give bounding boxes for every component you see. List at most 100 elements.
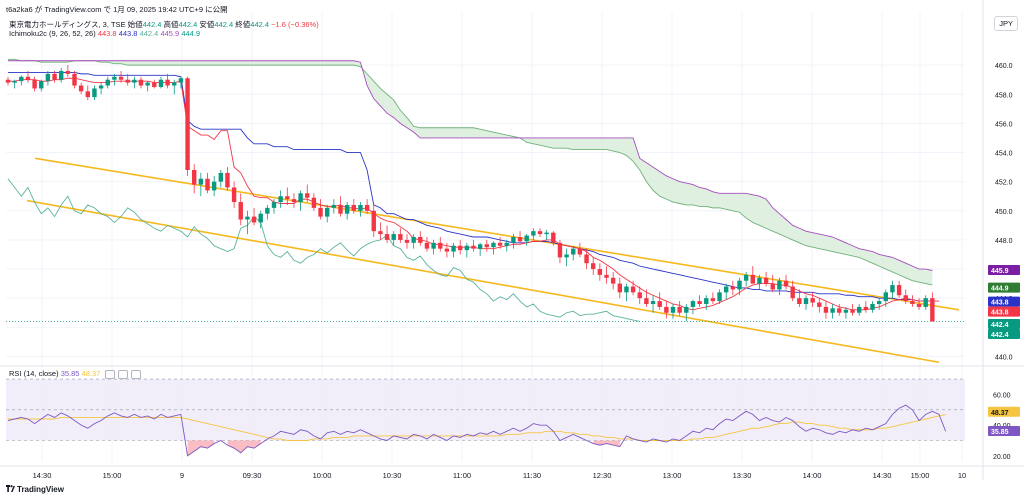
candle-body (857, 306, 862, 313)
candle-body (916, 304, 922, 307)
price-label-bg (988, 282, 1020, 293)
candle-body (790, 286, 795, 299)
kijun-sen-line (8, 71, 933, 302)
candle-body (724, 286, 729, 293)
candle-body (265, 207, 270, 214)
candle-body (484, 244, 489, 248)
candles (5, 65, 935, 322)
visibility-icon[interactable] (105, 369, 116, 379)
rsi-label-text: 35.85 (991, 429, 1009, 436)
rsi-oversold-fill (227, 440, 261, 453)
candle-body (198, 178, 204, 185)
price-label-text: 444.9 (991, 286, 1009, 293)
time-tick-label: 10:00 (313, 471, 332, 480)
candle-body (750, 274, 755, 284)
price-label-bg (988, 306, 1020, 317)
low-value: 442.4 (214, 20, 234, 29)
high-value: 442.4 (178, 20, 198, 29)
more-icon[interactable] (131, 369, 142, 379)
candle-body (211, 181, 217, 191)
candle-body (757, 277, 762, 284)
candle-body (5, 79, 11, 83)
candle-body (597, 269, 603, 275)
candle-body (371, 210, 376, 232)
cloud-area (8, 59, 933, 286)
ichimoku-cloud (8, 58, 933, 286)
candle-body (850, 309, 855, 313)
time-tick-label: 15:00 (103, 471, 122, 480)
candle-body (98, 85, 104, 89)
rsi-line (7, 404, 947, 457)
candle-body (165, 79, 170, 86)
channel-line (34, 157, 960, 311)
candle-body (591, 263, 596, 270)
candle-body (817, 302, 822, 307)
candle-body (238, 202, 243, 220)
candle-body (271, 202, 277, 208)
price-label-bg (988, 318, 1020, 329)
price-label-text: 443.8 (991, 310, 1009, 317)
ichimoku-spanb-value: 445.9 (160, 29, 180, 38)
candle-body (245, 216, 250, 220)
candle-body (251, 216, 257, 223)
candle-body (384, 234, 390, 240)
candle-body (344, 204, 350, 214)
candle-body (325, 207, 330, 217)
rsi-legend[interactable]: RSI (14, close) 35.85 48.37 (9, 369, 142, 379)
candle-body (391, 234, 396, 240)
time-tick-label: 10:30 (383, 471, 402, 480)
candle-body (717, 292, 722, 302)
currency-badge[interactable]: JPY (994, 16, 1018, 31)
time-tick-label: 09:30 (243, 471, 262, 480)
ichimoku-kijun-value: 443.8 (118, 29, 138, 38)
time-tick-label: 14:00 (803, 471, 822, 480)
candle-body (923, 298, 928, 307)
candle-body (843, 309, 849, 313)
candle-body (411, 237, 416, 243)
candle-body (564, 254, 569, 258)
candle-body (105, 79, 110, 86)
ichimoku-legend[interactable]: Ichimoku2c (9, 26, 52, 26) 443.8 443.8 4… (9, 29, 200, 38)
candle-body (870, 304, 875, 310)
ichimoku-tenkan-value: 443.8 (97, 29, 117, 38)
candle-body (617, 283, 622, 293)
candle-body (584, 254, 589, 264)
candle-body (650, 301, 656, 304)
footer-brand: TradingView (6, 485, 64, 494)
candle-body (431, 242, 436, 249)
price-tick-label: 440.0 (995, 354, 1013, 361)
price-label-text: 442.4 (991, 322, 1009, 329)
candle-body (630, 286, 636, 293)
candle-body (112, 76, 117, 80)
candle-body (12, 81, 17, 83)
time-tick-label: 13:30 (733, 471, 752, 480)
candle-body (364, 204, 370, 211)
candle-body (451, 245, 456, 252)
candle-body (551, 232, 556, 243)
candle-body (458, 245, 463, 251)
candle-body (85, 91, 90, 98)
candle-body (424, 242, 430, 249)
price-label-bg (988, 328, 1020, 339)
candle-body (777, 280, 782, 290)
rsi-label: RSI (14, close) (9, 369, 59, 378)
settings-icon[interactable] (118, 369, 129, 379)
candle-body (338, 204, 343, 214)
candle-body (45, 73, 51, 82)
candle-body (185, 78, 190, 170)
candle-body (837, 308, 842, 313)
candle-body (903, 295, 908, 302)
candle-body (52, 73, 57, 80)
candle-body (537, 231, 543, 235)
price-label-text: 443.8 (991, 300, 1009, 307)
candle-body (172, 82, 177, 86)
candle-body (258, 213, 263, 223)
publisher-note: t6a2ka6 が TradingView.com で 1月 09, 2025 … (6, 5, 228, 14)
price-label-bg (988, 296, 1020, 307)
time-tick-label: 13:00 (663, 471, 682, 480)
open-value: 442.4 (142, 20, 162, 29)
candle-body (657, 301, 662, 307)
price-tick-label: 460.0 (995, 63, 1013, 70)
candle-body (78, 85, 84, 92)
